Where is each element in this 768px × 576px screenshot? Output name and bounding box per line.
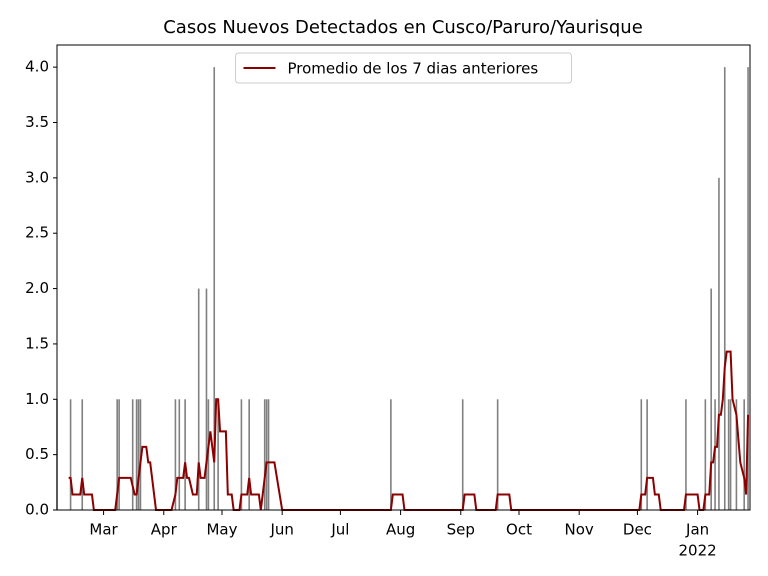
bar (735, 399, 738, 510)
bar (240, 399, 243, 510)
x-tick-label: Aug (386, 521, 415, 539)
bar (184, 399, 186, 510)
bar (685, 399, 687, 510)
chart-title: Casos Nuevos Detectados en Cusco/Paruro/… (163, 17, 643, 38)
bar (213, 67, 216, 511)
bar (267, 399, 270, 510)
bar (248, 399, 250, 510)
x-tick-label: Apr (151, 521, 178, 539)
x-tick-year: 2022 (678, 542, 716, 560)
bar (743, 399, 745, 510)
x-tick-label: Sep (447, 521, 475, 539)
bar (704, 399, 707, 510)
x-tick-label: Jun (269, 521, 293, 539)
bar (118, 399, 120, 510)
bar (217, 399, 219, 510)
y-tick-label: 4.0 (25, 58, 49, 76)
x-tick-label: Oct (506, 521, 532, 539)
x-tick-label: May (206, 521, 237, 539)
bar (729, 399, 732, 510)
bar (461, 399, 464, 510)
bar (69, 399, 72, 510)
x-tick-label: Dec (623, 521, 652, 539)
x-tick-label: Jul (330, 521, 349, 539)
y-tick-label: 2.0 (25, 279, 49, 297)
y-tick-label: 0.5 (25, 445, 49, 463)
bar (116, 399, 118, 510)
y-tick-label: 0.0 (25, 501, 49, 519)
legend-label: Promedio de los 7 dias anteriores (288, 60, 539, 78)
bar (174, 399, 177, 510)
bar (137, 399, 140, 510)
bar (710, 288, 712, 510)
bar (727, 399, 730, 510)
bar (265, 399, 268, 510)
bar (496, 399, 499, 510)
x-tick-label: Jan (685, 521, 709, 539)
x-tick-label: Nov (565, 521, 594, 539)
bar (390, 399, 392, 510)
bar (135, 399, 138, 510)
bar (723, 67, 726, 511)
plot-frame (56, 44, 751, 511)
bar (81, 399, 84, 510)
bar (646, 399, 648, 510)
y-tick-label: 2.5 (25, 224, 49, 242)
bar (178, 399, 181, 510)
bar (197, 288, 200, 510)
y-tick-label: 3.5 (25, 113, 49, 131)
legend-box (235, 52, 572, 84)
bar (205, 288, 208, 510)
x-tick-label: Mar (89, 521, 118, 539)
y-tick-label: 1.0 (25, 390, 49, 408)
bar (747, 67, 749, 511)
bar (131, 399, 134, 510)
bar (718, 177, 720, 510)
bar (263, 399, 266, 510)
bar (640, 399, 643, 510)
y-tick-label: 3.0 (25, 168, 49, 186)
y-tick-label: 1.5 (25, 334, 49, 352)
